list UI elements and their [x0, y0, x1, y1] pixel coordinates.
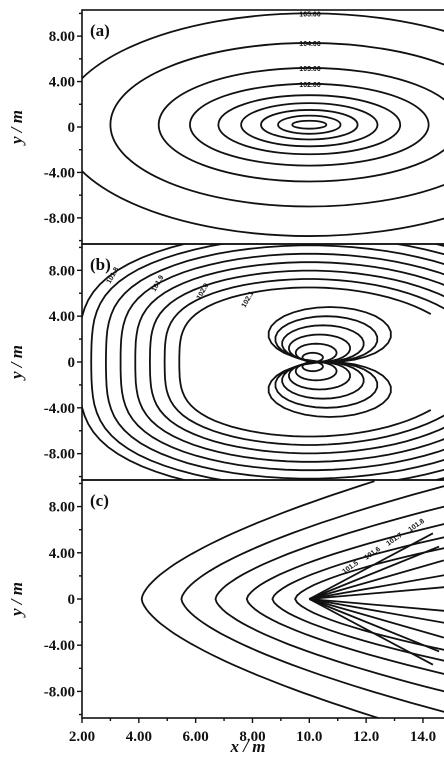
y-tick-label: 8.00: [49, 29, 75, 45]
contour-line: [278, 116, 341, 134]
y-tick-label: 4.00: [49, 309, 75, 325]
contour-lines: 102.00 103.00 104.00 105.00: [59, 11, 444, 236]
y-tick-label: -4.00: [44, 638, 75, 654]
panel-b: 101.8 101.9 102.0 102.1(b)8.004.000-4.00-8.…: [7, 230, 444, 494]
y-axis-label: y / m: [7, 582, 26, 618]
y-tick-label: -4.00: [44, 165, 75, 181]
y-axis-label: y / m: [7, 345, 26, 381]
panel-label: (a): [90, 21, 110, 40]
contour-line: [292, 121, 326, 129]
contour-line: [261, 110, 358, 140]
x-tick-label: 14.0: [410, 729, 436, 745]
contour-label: 104.00: [299, 41, 321, 48]
contour-label: 101.7: [385, 532, 403, 548]
x-axis: 2.00 4.00 6.00 8.00 10.0 12.0 14.0x / m: [69, 718, 436, 756]
x-tick-label: 4.00: [126, 729, 152, 745]
contour-line: [150, 271, 444, 454]
y-tick-label: -8.00: [44, 684, 75, 700]
y-tick-label: 8.00: [49, 263, 75, 279]
y-tick-label: 0: [68, 120, 76, 136]
contour-line: [165, 279, 444, 445]
y-tick-label: 0: [68, 355, 76, 371]
y-tick-label: -4.00: [44, 401, 75, 417]
x-tick-label: 10.0: [296, 729, 322, 745]
x-tick-label: 12.0: [353, 729, 379, 745]
panel-label: (c): [90, 491, 109, 510]
x-axis-label: x / m: [230, 737, 266, 756]
contour-label: 101.9: [151, 274, 166, 293]
panel-frame: [82, 480, 444, 718]
y-tick-label: -8.00: [44, 447, 75, 463]
panel-label: (b): [90, 255, 111, 274]
contour-line: [218, 95, 400, 154]
x-tick-label: 2.00: [69, 729, 95, 745]
contour-lines: 101.8 101.9 102.0 102.1: [79, 230, 444, 494]
contour-line: [91, 237, 444, 487]
contour-line: [135, 262, 444, 462]
panel-a: 102.00 103.00 104.00 105.00 (a) 8.00 4.00 0 -4.0…: [7, 10, 444, 244]
contour-label: 102.0: [196, 282, 211, 301]
y-tick-label: 0: [68, 592, 76, 608]
contour-line: [190, 84, 429, 166]
y-tick-label: 4.00: [49, 75, 75, 91]
y-tick-label: 4.00: [49, 546, 75, 562]
y-tick-label: -8.00: [44, 211, 75, 227]
x-tick-label: 6.00: [183, 729, 209, 745]
contour-label: 102.1: [241, 290, 256, 309]
y-axis-label: y / m: [7, 110, 26, 146]
contour-line: [121, 254, 444, 470]
y-tick-label: 8.00: [49, 500, 75, 516]
contour-label: 102.00: [299, 82, 321, 89]
contour-label: 105.00: [299, 11, 321, 18]
contour-label: 103.00: [299, 66, 321, 73]
